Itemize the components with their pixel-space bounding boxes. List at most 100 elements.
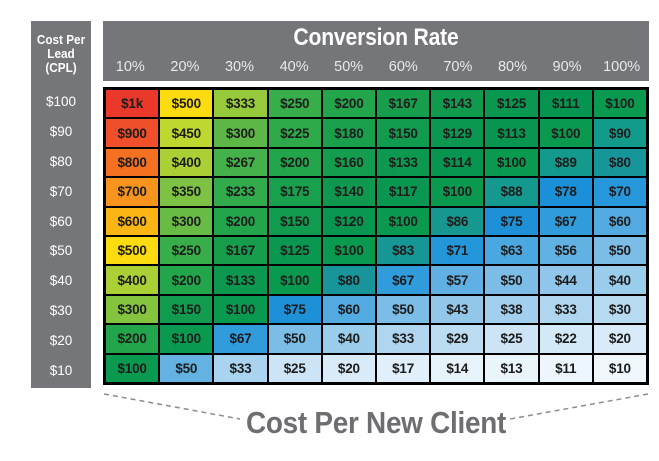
cost-cell: $100 xyxy=(538,118,593,148)
cost-cell: $1k xyxy=(105,89,160,119)
cost-cell: $167 xyxy=(213,235,268,266)
cost-cell: $57 xyxy=(430,265,485,295)
cost-cell: $30 xyxy=(592,294,647,325)
cost-cell: $50 xyxy=(592,235,647,266)
cost-cell: $300 xyxy=(159,206,214,236)
cost-cell: $150 xyxy=(159,294,214,325)
cost-cell: $150 xyxy=(267,206,322,236)
percent-label: 30% xyxy=(224,59,254,75)
cost-cell: $10 xyxy=(592,353,647,383)
cost-cell: $400 xyxy=(105,265,160,295)
cost-cell: $114 xyxy=(430,147,485,178)
cost-cell: $100 xyxy=(213,294,268,325)
cost-cell: $43 xyxy=(430,294,485,325)
cost-cell: $75 xyxy=(267,294,322,325)
cpl-row-label: $10 xyxy=(49,362,73,378)
cost-cell: $133 xyxy=(213,265,268,295)
cost-cell: $50 xyxy=(376,294,431,325)
cost-heatmap-grid: $1k $500 $333 $250 $200 $167 $143 $125 $111 $100 $… xyxy=(103,87,649,385)
cost-cell: $233 xyxy=(213,177,268,207)
cost-cell: $80 xyxy=(592,147,647,178)
cost-cell: $67 xyxy=(538,206,593,236)
cost-cell: $11 xyxy=(538,353,593,383)
cost-cell: $250 xyxy=(159,235,214,266)
cpl-row-label: $50 xyxy=(49,243,73,259)
cost-cell: $25 xyxy=(267,353,322,383)
cost-cell: $225 xyxy=(267,118,322,148)
cost-cell: $133 xyxy=(376,147,431,178)
cost-cell: $175 xyxy=(267,177,322,207)
cost-cell: $140 xyxy=(321,177,376,207)
percent-label: 80% xyxy=(497,59,527,75)
cost-cell: $67 xyxy=(213,324,268,354)
conversion-rate-header: Conversion Rate 10% 20% 30% 40% 50% 60% 70% 80%… xyxy=(103,21,649,81)
cost-cell: $117 xyxy=(376,177,431,207)
cost-cell: $333 xyxy=(213,89,268,119)
cpl-title-line3: (CPL) xyxy=(45,61,77,75)
cost-cell: $400 xyxy=(159,147,214,178)
cost-cell: $100 xyxy=(159,324,214,354)
cost-cell: $100 xyxy=(267,265,322,295)
cost-cell: $113 xyxy=(484,118,539,148)
cost-cell: $63 xyxy=(484,235,539,266)
cost-cell: $29 xyxy=(430,324,485,354)
cost-cell: $200 xyxy=(321,89,376,119)
cost-cell: $100 xyxy=(376,206,431,236)
cost-cell: $111 xyxy=(538,89,593,119)
cost-cell: $167 xyxy=(376,89,431,119)
cpl-column-title: Cost Per Lead (CPL) xyxy=(33,21,89,87)
cpl-column: Cost Per Lead (CPL) $100 $90 $80 $70 $60 $50 $… xyxy=(31,21,91,388)
cost-cell: $125 xyxy=(484,89,539,119)
cost-cell: $500 xyxy=(105,235,160,266)
cost-cell: $40 xyxy=(592,265,647,295)
cost-cell: $20 xyxy=(321,353,376,383)
cost-cell: $600 xyxy=(105,206,160,236)
cost-cell: $56 xyxy=(538,235,593,266)
percent-column-headers: 10% 20% 30% 40% 50% 60% 70% 80% 90% 100% xyxy=(103,56,649,78)
cost-cell: $67 xyxy=(376,265,431,295)
cost-cell: $350 xyxy=(159,177,214,207)
cost-cell: $200 xyxy=(159,265,214,295)
cost-cell: $200 xyxy=(105,324,160,354)
cost-cell: $267 xyxy=(213,147,268,178)
cost-cell: $250 xyxy=(267,89,322,119)
cost-cell: $83 xyxy=(376,235,431,266)
cost-cell: $100 xyxy=(592,89,647,119)
cost-cell: $143 xyxy=(430,89,485,119)
cost-cell: $700 xyxy=(105,177,160,207)
cost-cell: $78 xyxy=(538,177,593,207)
cost-cell: $60 xyxy=(592,206,647,236)
cost-cell: $50 xyxy=(159,353,214,383)
cost-cell: $33 xyxy=(376,324,431,354)
cost-cell: $89 xyxy=(538,147,593,178)
conversion-rate-title: Conversion Rate xyxy=(293,24,459,51)
cost-cell: $200 xyxy=(267,147,322,178)
cost-cell: $90 xyxy=(592,118,647,148)
cost-cell: $50 xyxy=(267,324,322,354)
cost-cell: $22 xyxy=(538,324,593,354)
cost-cell: $300 xyxy=(105,294,160,325)
cpl-row-label: $60 xyxy=(49,213,73,229)
percent-label: 100% xyxy=(603,59,641,75)
cost-cell: $100 xyxy=(321,235,376,266)
percent-label: 20% xyxy=(170,59,200,75)
cost-cell: $44 xyxy=(538,265,593,295)
footer-title: Cost Per New Client xyxy=(246,405,506,440)
cost-cell: $86 xyxy=(430,206,485,236)
cost-cell: $900 xyxy=(105,118,160,148)
cost-cell: $50 xyxy=(484,265,539,295)
cost-cell: $150 xyxy=(376,118,431,148)
percent-label: 10% xyxy=(115,59,145,75)
cpl-row-label: $90 xyxy=(49,124,73,140)
cost-cell: $100 xyxy=(430,177,485,207)
cpl-row-label: $100 xyxy=(45,94,77,110)
cpl-title-line2: Lead xyxy=(47,47,75,61)
percent-label: 40% xyxy=(279,59,309,75)
cpl-row-label: $80 xyxy=(49,153,73,169)
cost-cell: $129 xyxy=(430,118,485,148)
cpl-row-label: $20 xyxy=(49,332,73,348)
cost-cell: $88 xyxy=(484,177,539,207)
cost-cell: $80 xyxy=(321,265,376,295)
cost-cell: $120 xyxy=(321,206,376,236)
